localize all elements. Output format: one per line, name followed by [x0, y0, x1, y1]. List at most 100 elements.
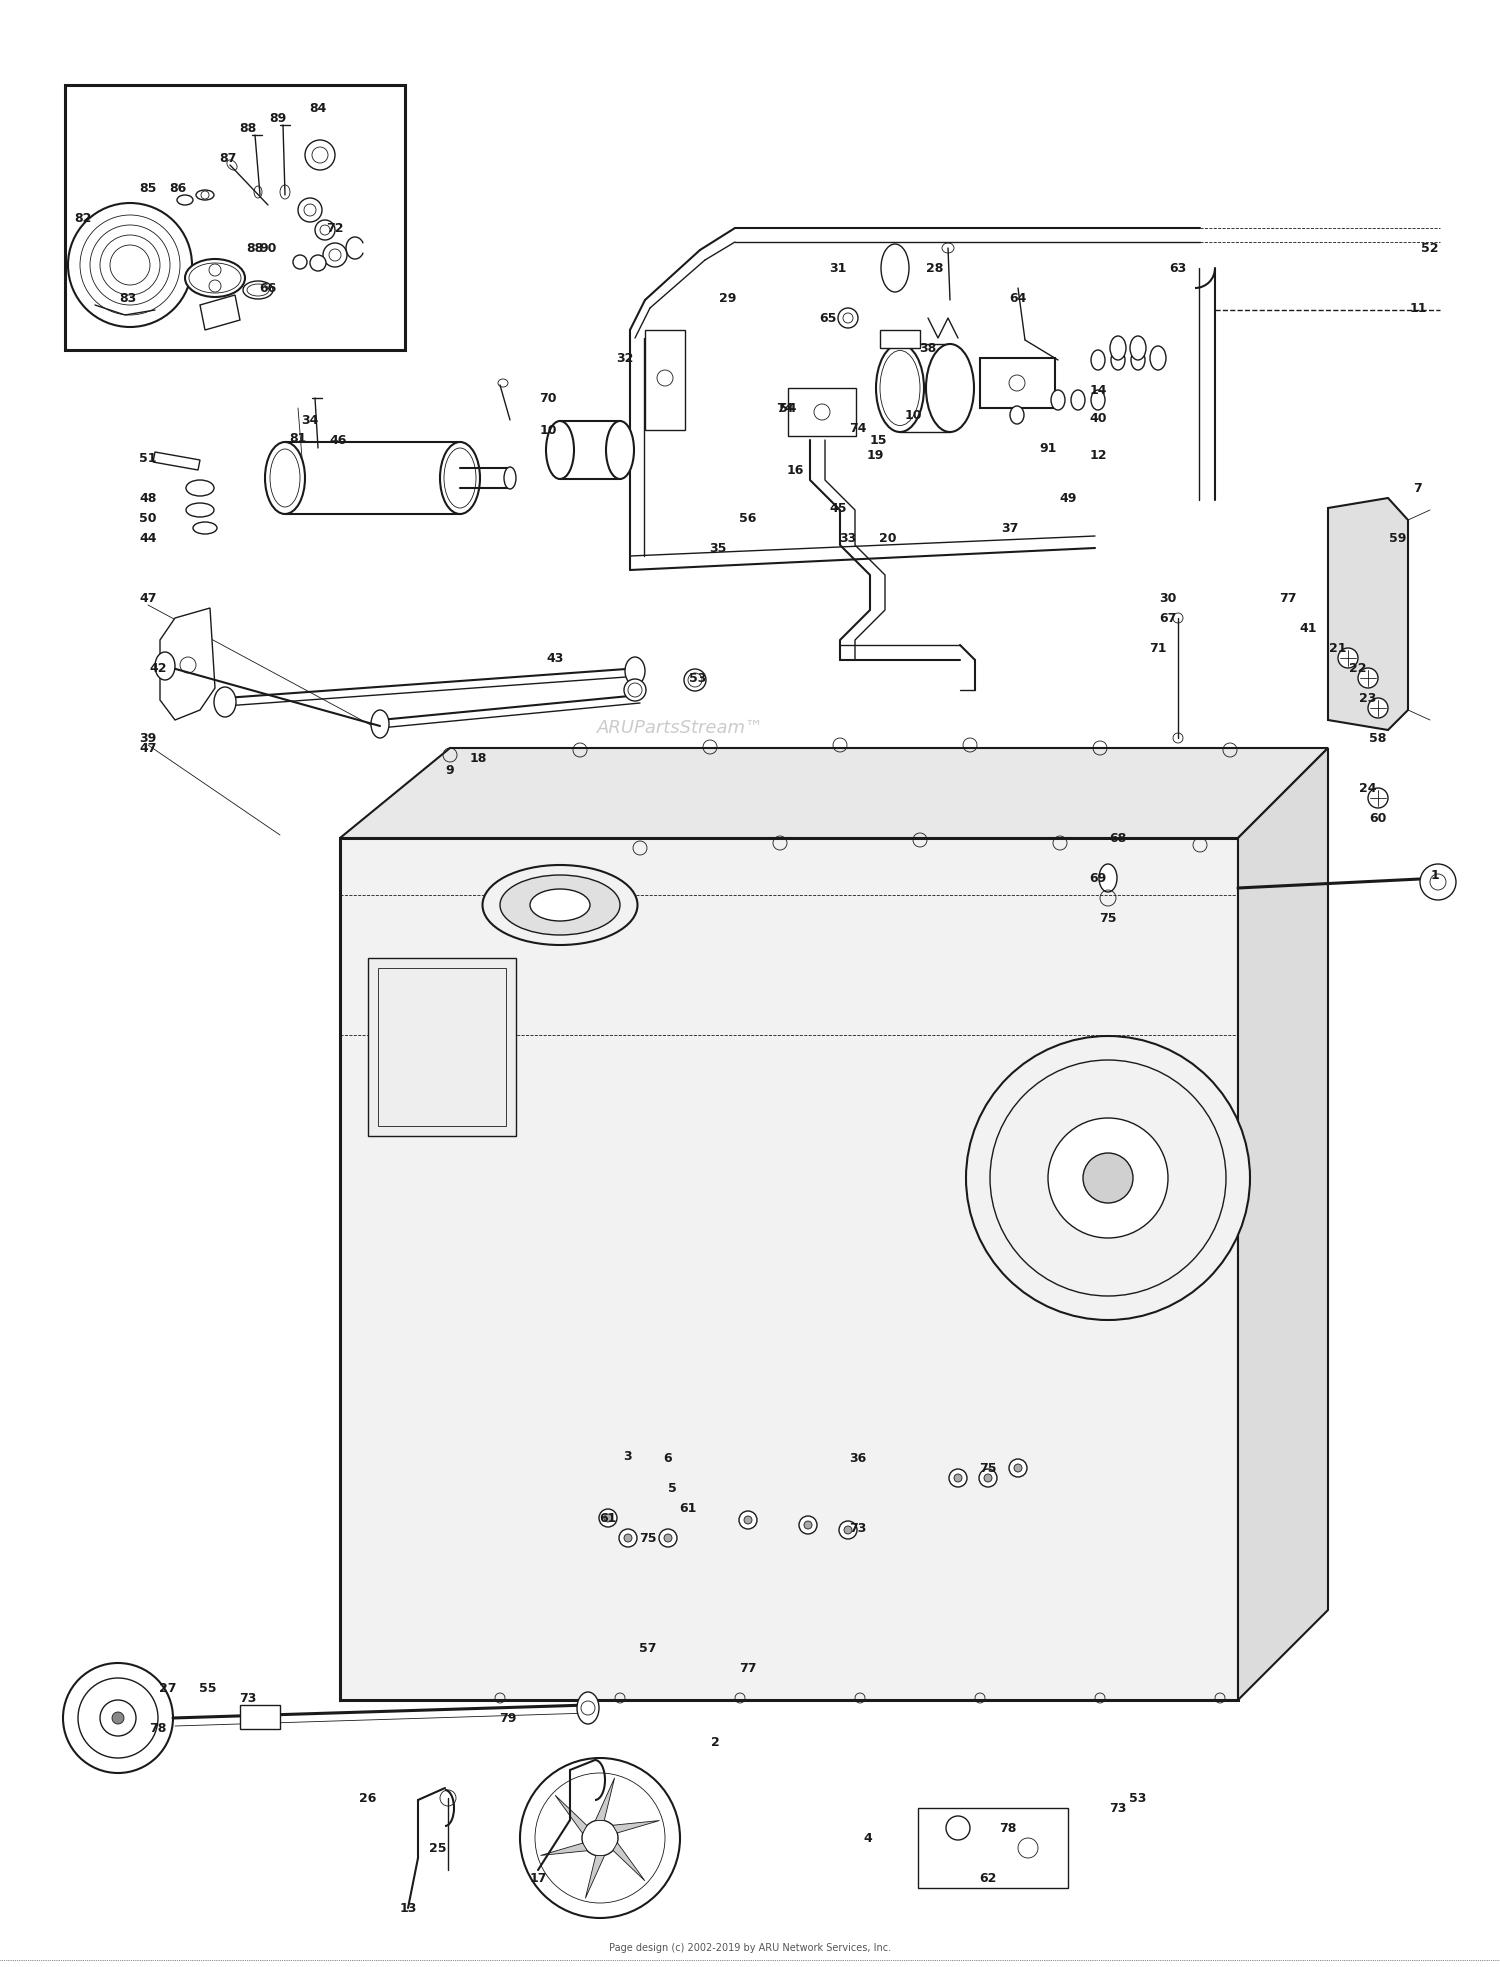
Text: 12: 12	[1089, 448, 1107, 462]
Text: 78: 78	[999, 1821, 1017, 1835]
Text: 82: 82	[75, 212, 92, 224]
Text: 47: 47	[140, 592, 156, 604]
Text: 21: 21	[1329, 641, 1347, 655]
Bar	[788, 387, 856, 437]
Text: 14: 14	[1089, 384, 1107, 397]
Text: 41: 41	[1299, 622, 1317, 635]
Polygon shape	[340, 747, 1328, 838]
Text: 19: 19	[867, 448, 883, 462]
Text: 61: 61	[600, 1511, 616, 1524]
Circle shape	[100, 1699, 136, 1737]
Ellipse shape	[926, 344, 974, 433]
Circle shape	[980, 1469, 998, 1487]
Text: 45: 45	[830, 502, 846, 515]
Text: Page design (c) 2002-2019 by ARU Network Services, Inc.: Page design (c) 2002-2019 by ARU Network…	[609, 1943, 891, 1953]
Text: 9: 9	[446, 763, 454, 777]
Ellipse shape	[530, 889, 590, 921]
Text: 46: 46	[330, 433, 346, 447]
Text: 10: 10	[904, 409, 921, 421]
Circle shape	[1368, 698, 1388, 718]
Circle shape	[1010, 1460, 1028, 1477]
Text: 69: 69	[1089, 871, 1107, 885]
Text: 60: 60	[1370, 812, 1386, 824]
Circle shape	[740, 1511, 758, 1528]
Circle shape	[322, 244, 346, 268]
Circle shape	[839, 309, 858, 328]
Text: 22: 22	[1350, 661, 1366, 675]
Text: 51: 51	[140, 452, 156, 464]
Text: 75: 75	[980, 1461, 996, 1475]
Ellipse shape	[194, 521, 217, 533]
Ellipse shape	[1052, 389, 1065, 409]
Ellipse shape	[684, 669, 706, 690]
Polygon shape	[540, 1843, 588, 1855]
Text: 88: 88	[240, 122, 256, 134]
Text: 77: 77	[740, 1662, 756, 1674]
Circle shape	[624, 1534, 632, 1542]
Circle shape	[315, 220, 334, 240]
Text: 16: 16	[786, 464, 804, 476]
Text: 70: 70	[540, 391, 556, 405]
Ellipse shape	[876, 344, 924, 433]
Text: 84: 84	[309, 102, 327, 114]
Text: 18: 18	[470, 751, 486, 765]
Ellipse shape	[243, 281, 273, 299]
Text: 28: 28	[927, 262, 944, 275]
Text: 25: 25	[429, 1841, 447, 1855]
Text: 72: 72	[327, 222, 344, 234]
Ellipse shape	[578, 1692, 598, 1723]
Text: 3: 3	[624, 1450, 633, 1463]
Ellipse shape	[214, 686, 236, 718]
Circle shape	[800, 1517, 818, 1534]
Ellipse shape	[500, 875, 620, 934]
Text: 47: 47	[140, 742, 156, 755]
Text: 27: 27	[159, 1682, 177, 1694]
Text: 63: 63	[1170, 262, 1186, 275]
Bar	[64, 85, 405, 350]
Circle shape	[298, 199, 322, 222]
Polygon shape	[160, 608, 214, 720]
Circle shape	[954, 1473, 962, 1481]
Circle shape	[950, 1469, 968, 1487]
Text: 71: 71	[1149, 641, 1167, 655]
Text: 66: 66	[260, 281, 276, 295]
Text: 17: 17	[530, 1871, 546, 1884]
Ellipse shape	[1090, 389, 1106, 409]
Text: 87: 87	[219, 151, 237, 165]
Circle shape	[1368, 789, 1388, 808]
Text: 83: 83	[120, 291, 136, 305]
Text: 67: 67	[1160, 612, 1176, 624]
Text: 65: 65	[819, 311, 837, 325]
Polygon shape	[614, 1843, 645, 1880]
Text: 52: 52	[1422, 242, 1438, 254]
Text: 48: 48	[140, 492, 156, 504]
Circle shape	[620, 1528, 638, 1546]
Text: 54: 54	[780, 401, 796, 415]
Circle shape	[804, 1520, 812, 1528]
Text: 50: 50	[140, 511, 156, 525]
Text: 68: 68	[1110, 832, 1126, 844]
Circle shape	[582, 1819, 618, 1857]
Polygon shape	[153, 452, 200, 470]
Text: 38: 38	[920, 342, 936, 354]
Polygon shape	[1328, 498, 1408, 730]
Text: 5: 5	[668, 1481, 676, 1495]
Text: 24: 24	[1359, 781, 1377, 795]
Circle shape	[310, 256, 326, 271]
Circle shape	[966, 1037, 1250, 1320]
Text: 74: 74	[849, 421, 867, 435]
Ellipse shape	[1110, 336, 1126, 360]
Circle shape	[844, 1526, 852, 1534]
Polygon shape	[645, 330, 686, 431]
Bar	[980, 358, 1054, 407]
Text: 81: 81	[290, 431, 306, 445]
Text: 32: 32	[616, 352, 633, 364]
Polygon shape	[612, 1821, 660, 1833]
Text: 73: 73	[1110, 1802, 1126, 1814]
Circle shape	[68, 203, 192, 327]
Ellipse shape	[546, 421, 574, 480]
Ellipse shape	[1150, 346, 1166, 370]
Ellipse shape	[880, 244, 909, 291]
Text: 4: 4	[864, 1831, 873, 1845]
Text: 7: 7	[1413, 482, 1422, 494]
